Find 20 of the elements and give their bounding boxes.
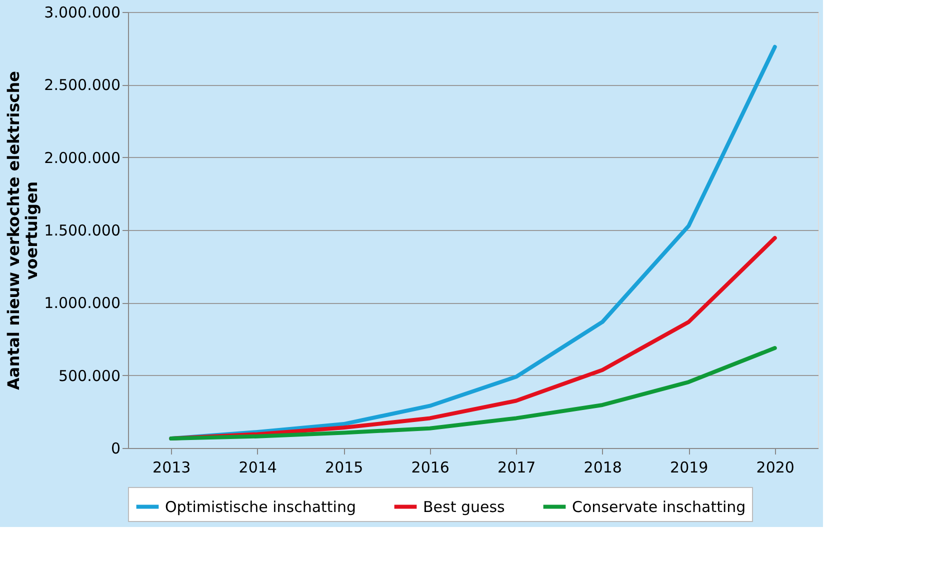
y-tick-label: 1.500.000 bbox=[44, 222, 120, 240]
y-tick-label: 3.000.000 bbox=[44, 4, 120, 22]
x-tick-label: 2020 bbox=[756, 458, 794, 476]
x-tick-label: 2019 bbox=[670, 458, 708, 476]
y-tick-label: 2.500.000 bbox=[44, 76, 120, 94]
y-axis-title: Aantal nieuw verkochte elektrische voertuigen bbox=[4, 70, 42, 390]
y-tick-label: 2.000.000 bbox=[44, 148, 120, 167]
legend-label: Optimistische inschatting bbox=[165, 498, 356, 516]
y-tick-label: 0 bbox=[110, 440, 120, 458]
x-tick-label: 2017 bbox=[498, 458, 536, 476]
y-tick-label: 500.000 bbox=[58, 366, 120, 385]
x-tick-label: 2013 bbox=[152, 458, 191, 476]
legend-label: Conservate inschatting bbox=[572, 498, 746, 516]
x-tick-label: 2018 bbox=[584, 458, 622, 476]
y-tick-label: 1.000.000 bbox=[44, 294, 120, 312]
x-tick-label: 2015 bbox=[325, 458, 364, 476]
x-tick-label: 2014 bbox=[238, 458, 277, 476]
legend-label: Best guess bbox=[423, 498, 506, 516]
line-series bbox=[169, 346, 777, 441]
x-tick-label: 2016 bbox=[411, 458, 450, 476]
